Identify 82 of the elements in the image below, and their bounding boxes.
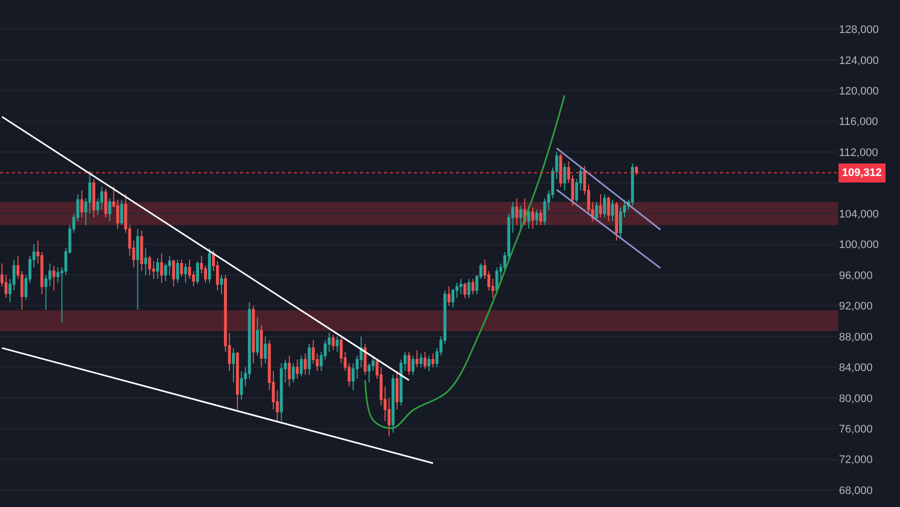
candlestick (208, 248, 211, 284)
candlestick (280, 362, 283, 422)
candlestick (495, 266, 498, 295)
candlestick (471, 278, 474, 295)
candlestick (519, 205, 522, 230)
candlestick (180, 259, 184, 278)
candlestick (156, 258, 160, 280)
y-tick-label: 76,000 (839, 424, 873, 436)
candlestick (308, 344, 311, 376)
y-tick-label: 80,000 (839, 392, 873, 405)
y-tick-label: 92,000 (839, 300, 873, 313)
candlestick (184, 262, 188, 284)
candlestick (80, 190, 84, 218)
candlestick (160, 253, 164, 284)
candlestick (615, 202, 618, 241)
candlestick (264, 336, 267, 364)
candlestick (52, 265, 56, 291)
candlestick (240, 370, 243, 400)
candlestick (603, 194, 606, 218)
candlestick (428, 355, 430, 372)
candlestick (236, 351, 239, 410)
candlestick (144, 248, 148, 276)
candlestick (176, 259, 180, 284)
candlestick (392, 374, 395, 433)
y-tick-label: 120,000 (839, 86, 879, 98)
candlestick (136, 228, 140, 310)
candlestick (431, 352, 434, 368)
candlestick (120, 199, 124, 226)
y-tick-label: 96,000 (839, 270, 873, 282)
candlestick (288, 355, 291, 387)
candlestick (447, 286, 450, 306)
candlestick (396, 370, 399, 410)
candlestick (539, 209, 542, 226)
y-tick-label: 104,000 (839, 208, 879, 220)
candlestick (364, 344, 367, 376)
candlestick (220, 274, 223, 295)
candlestick (292, 362, 295, 384)
y-tick-label: 68,000 (839, 484, 873, 497)
candlestick (599, 194, 602, 218)
candlestick (412, 355, 414, 376)
y-tick-label: 100,000 (839, 239, 879, 252)
candlestick (459, 278, 462, 295)
candlestick (196, 260, 200, 285)
candlestick (463, 282, 466, 299)
candlestick (631, 163, 634, 206)
line-series (364, 94, 566, 429)
candlestick (595, 202, 598, 222)
candlestick (300, 355, 303, 377)
candlestick (535, 209, 538, 226)
candlestick (140, 230, 144, 272)
candlestick (607, 196, 610, 222)
candlestick (304, 352, 307, 376)
candlestick (635, 165, 638, 176)
candlestick (172, 259, 176, 288)
candlestick (467, 278, 470, 299)
y-tick-label: 72,000 (839, 454, 873, 466)
candlestick (92, 178, 96, 218)
candlestick (148, 255, 152, 276)
y-tick-label: 128,000 (839, 24, 879, 36)
candlestick (559, 153, 562, 188)
candlestick (296, 359, 299, 380)
candlestick (252, 305, 255, 364)
candlestick (408, 351, 410, 376)
y-tick-label: 88,000 (839, 331, 873, 344)
candlestick (416, 350, 418, 368)
candlestick (420, 352, 422, 368)
candlestick (332, 334, 335, 351)
y-tick-label: 84,000 (839, 362, 873, 374)
ref-line-label: 109,312 (842, 167, 882, 179)
y-tick-label: 112,000 (839, 146, 878, 159)
candlestick (108, 198, 112, 222)
y-tick-label: 116,000 (839, 116, 878, 128)
candlestick (611, 199, 614, 222)
candlestick (260, 324, 263, 368)
candlestick (336, 336, 339, 352)
candlestick (232, 347, 235, 384)
candlestick (256, 316, 259, 356)
candlestick (531, 206, 534, 230)
y-tick-label: 124,000 (839, 54, 879, 67)
candlestick (424, 351, 426, 370)
candlestick (515, 198, 518, 226)
candlestick (563, 163, 566, 192)
